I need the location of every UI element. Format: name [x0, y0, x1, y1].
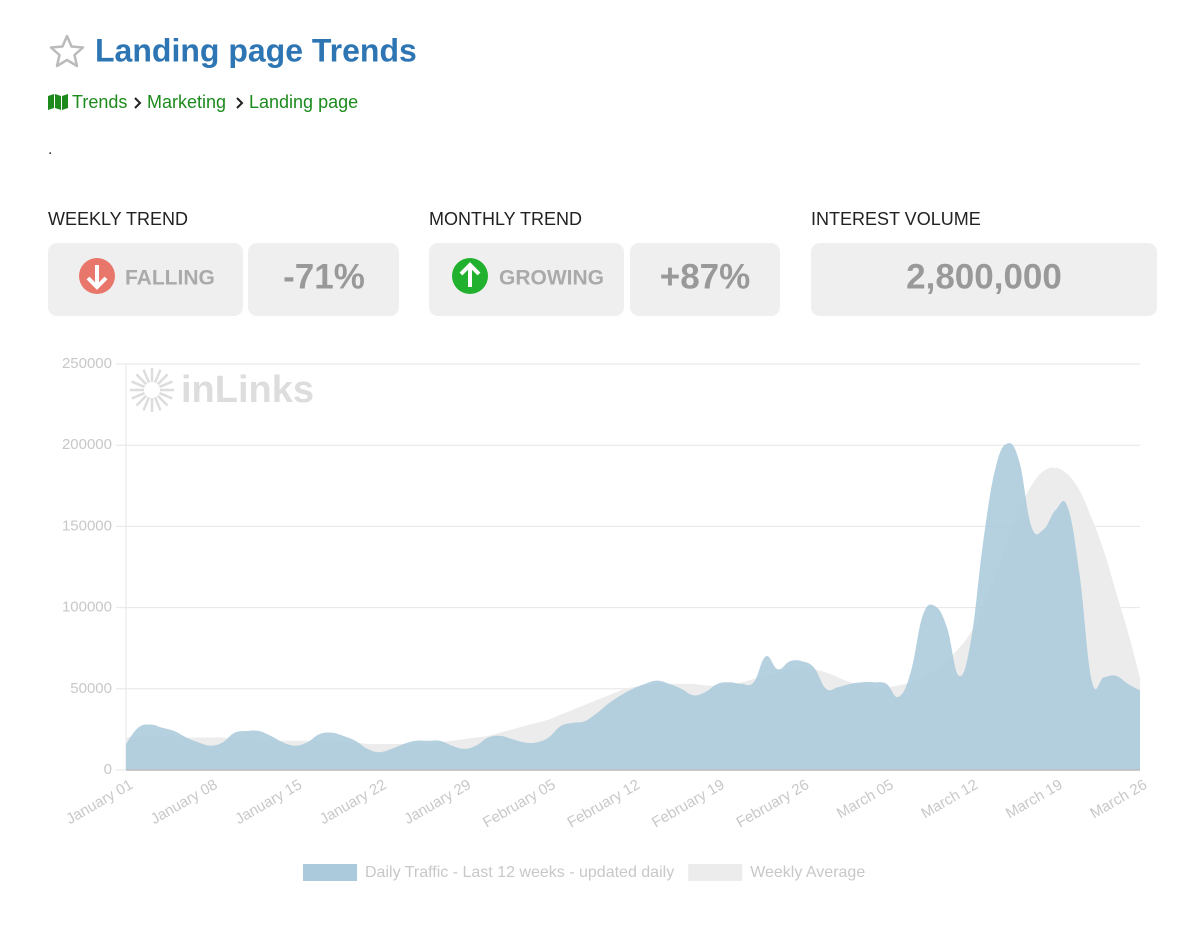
watermark-ray: [153, 369, 162, 384]
stat-label: INTEREST VOLUME: [811, 209, 981, 229]
x-tick-label: March 19: [1003, 776, 1066, 822]
watermark-ray: [153, 396, 162, 411]
watermark-ray: [131, 391, 146, 400]
y-tick-label: 250000: [62, 355, 112, 372]
arrow: [86, 265, 108, 290]
note: .: [48, 141, 52, 158]
y-tick-label: 50000: [70, 680, 112, 697]
watermark-ray: [131, 380, 146, 389]
legend-label: Weekly Average: [750, 864, 865, 881]
stat-box: [630, 243, 780, 316]
stat-box: [248, 243, 399, 316]
stat-value: -71%: [283, 257, 365, 296]
legend-swatch: [688, 864, 743, 881]
y-tick-label: 150000: [62, 517, 112, 534]
watermark-ray: [158, 380, 173, 389]
x-tick-label: January 22: [317, 776, 390, 828]
stat-status: GROWING: [499, 267, 604, 290]
stat-label: WEEKLY TREND: [48, 209, 188, 229]
breadcrumb: Trends: [72, 92, 127, 112]
star-icon: [49, 34, 85, 68]
stat-value: 2,800,000: [906, 257, 1062, 296]
legend-label: Daily Traffic - Last 12 weeks - updated …: [365, 864, 674, 881]
chevron: [236, 97, 244, 109]
area: [126, 443, 1140, 770]
arrow: [459, 262, 481, 287]
map-icon: [48, 94, 68, 110]
x-tick-label: January 08: [148, 776, 221, 828]
x-tick-label: February 05: [480, 776, 559, 831]
watermark-ray: [135, 373, 148, 386]
stat-value: +87%: [660, 257, 751, 296]
stat-status: FALLING: [125, 267, 215, 290]
y-tick-label: 100000: [62, 599, 112, 616]
watermark-ray: [142, 369, 151, 384]
watermark-ray: [156, 394, 169, 407]
x-tick-label: January 15: [232, 776, 305, 828]
x-tick-label: January 01: [63, 776, 136, 828]
watermark-ray: [135, 394, 148, 407]
breadcrumb: Marketing: [147, 92, 226, 112]
y-tick-label: 0: [104, 761, 112, 778]
watermark-ray: [158, 391, 173, 400]
watermark: inLinks: [130, 368, 314, 412]
stat-box: [811, 243, 1157, 316]
x-tick-label: February 12: [564, 776, 643, 831]
watermark-ray: [156, 373, 169, 386]
legend-swatch: [303, 864, 357, 881]
watermark-text: inLinks: [181, 369, 314, 411]
x-tick-label: March 05: [834, 776, 897, 822]
x-tick-label: February 19: [649, 776, 728, 831]
breadcrumb: Landing page: [249, 92, 358, 112]
y-tick-label: 200000: [62, 436, 112, 453]
stat-label: MONTHLY TREND: [429, 209, 582, 229]
watermark-ray: [142, 396, 151, 411]
x-tick-label: March 26: [1087, 776, 1150, 822]
x-tick-label: February 26: [733, 776, 812, 831]
chevron: [134, 97, 142, 109]
chart: inLinks 0 50000 100000 150000 200000 250000 Jan…: [62, 355, 1150, 881]
page-title: Landing page Trends: [95, 32, 417, 68]
x-tick-label: January 29: [401, 776, 474, 828]
x-tick-label: March 12: [918, 776, 981, 822]
